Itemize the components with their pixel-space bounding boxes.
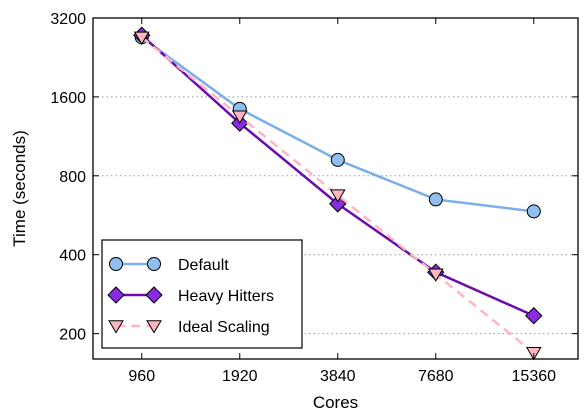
tick-layer: 960 1920 3840 7680 15360 200 400 800 1600 3200	[50, 11, 578, 385]
legend-label: Ideal Scaling	[178, 319, 270, 336]
legend-marker	[147, 257, 161, 271]
series-line	[141, 36, 534, 213]
data-point	[330, 152, 345, 167]
y-tick-label: 3200	[50, 11, 86, 28]
legend-label: Default	[178, 257, 229, 274]
legend-marker	[107, 286, 125, 304]
legend-marker	[145, 286, 163, 304]
x-tick-label: 960	[128, 368, 155, 385]
data-point	[526, 204, 541, 219]
y-axis-label: Time (seconds)	[10, 130, 29, 247]
data-point	[427, 268, 444, 282]
y-tick-label: 800	[59, 169, 86, 186]
series-line	[140, 36, 535, 354]
data-point	[525, 307, 543, 325]
data-point	[428, 192, 443, 207]
series-layer	[133, 26, 543, 361]
x-tick-label: 15360	[512, 368, 557, 385]
data-point	[329, 189, 346, 203]
plot-frame	[92, 17, 579, 360]
legend: Default Heavy Hitters Ideal Scaling	[101, 239, 303, 349]
legend-marker	[109, 257, 123, 271]
data-point	[133, 31, 150, 45]
x-tick-label: 3840	[320, 368, 356, 385]
data-point	[231, 110, 248, 124]
y-tick-label: 1600	[50, 90, 86, 107]
legend-label: Heavy Hitters	[178, 288, 274, 305]
y-tick-label: 200	[59, 327, 86, 344]
x-tick-label: 1920	[222, 368, 258, 385]
x-tick-label: 7680	[418, 368, 454, 385]
x-axis-label: Cores	[313, 393, 358, 411]
legend-marker	[108, 320, 124, 334]
y-tick-label: 400	[59, 248, 86, 265]
legend-marker	[146, 320, 162, 334]
